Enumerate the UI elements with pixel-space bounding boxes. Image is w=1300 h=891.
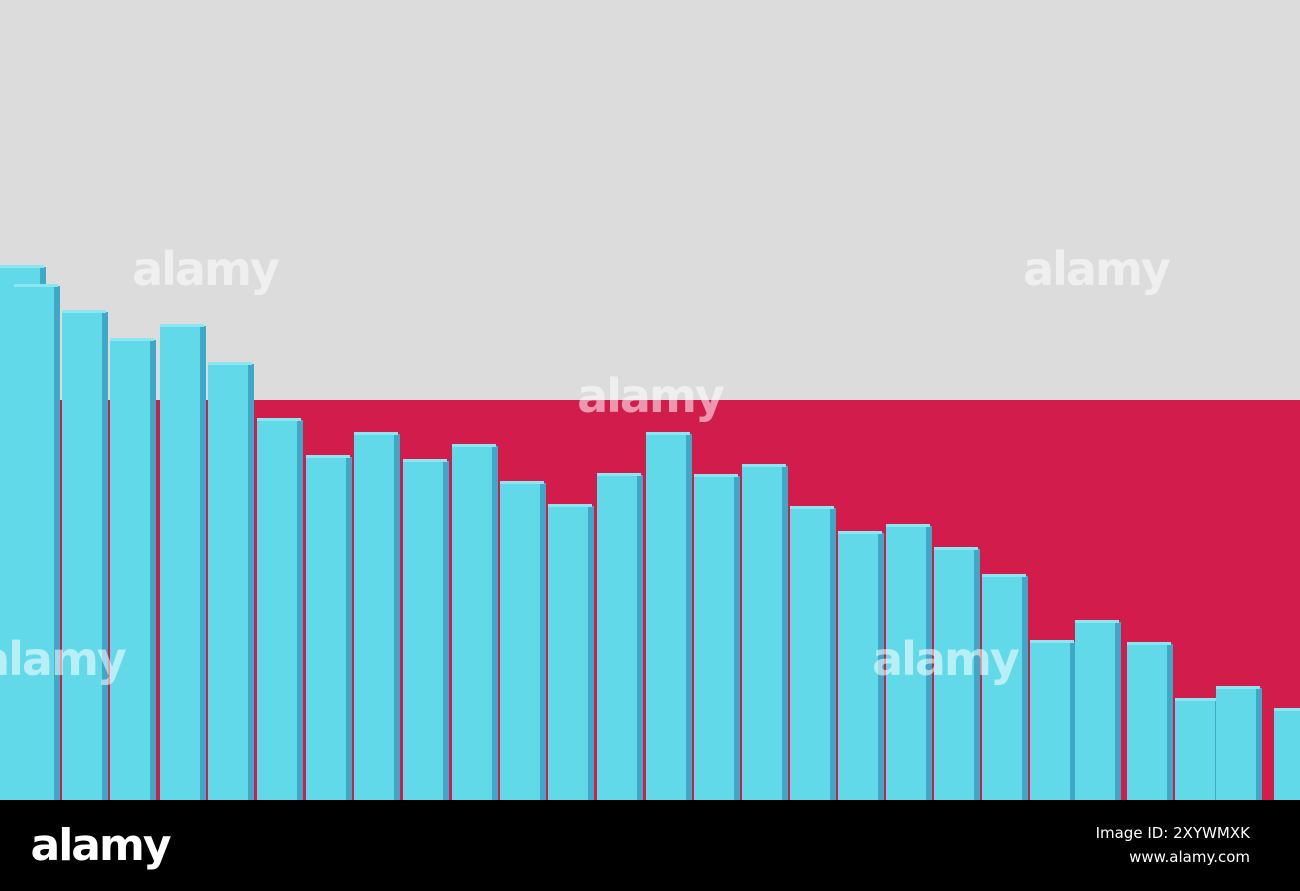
bar-part xyxy=(110,338,154,800)
bar-part xyxy=(1030,640,1074,643)
bar-part xyxy=(637,475,643,800)
bar-part xyxy=(1167,644,1173,800)
bar-part xyxy=(110,338,154,341)
bar-part xyxy=(14,284,58,800)
bar-part xyxy=(200,326,206,800)
bar-part xyxy=(790,506,834,800)
bar-part xyxy=(878,533,884,800)
bar-part xyxy=(306,455,350,458)
bar-part xyxy=(694,474,738,477)
bar-part xyxy=(1175,698,1219,701)
bar-part xyxy=(734,476,740,800)
bar-part xyxy=(0,265,44,268)
bar-part xyxy=(492,446,498,800)
flag-white xyxy=(0,0,1300,400)
bar-part xyxy=(354,432,398,800)
bar-part xyxy=(548,504,592,507)
bar-part xyxy=(1216,686,1260,689)
bar-part xyxy=(306,455,350,800)
bar-part xyxy=(1127,642,1171,645)
bar-part xyxy=(934,547,978,550)
bar-part xyxy=(790,506,834,509)
bar-part xyxy=(403,459,447,462)
bar-part xyxy=(208,362,252,365)
watermark: alamy xyxy=(132,242,280,296)
bar-part xyxy=(248,364,254,800)
watermark: alamy xyxy=(577,369,725,423)
image-id: Image ID: 2XYWMXK xyxy=(1096,824,1252,842)
watermark: alamy xyxy=(872,632,1020,686)
bar-part xyxy=(686,434,692,800)
bar-part xyxy=(597,473,641,476)
bar-part xyxy=(354,432,398,435)
bar-part xyxy=(257,418,301,421)
watermarks: alamy alamy alamy alamy alamy xyxy=(0,242,1173,686)
bar-part xyxy=(1274,708,1300,800)
bar-part xyxy=(62,310,106,313)
bar-part xyxy=(934,547,978,800)
bar-part xyxy=(982,574,1026,577)
bar-part xyxy=(974,549,980,800)
bar-part xyxy=(346,457,352,800)
bar-part xyxy=(646,432,690,435)
bar-part xyxy=(160,324,204,800)
bar-part xyxy=(1075,620,1119,800)
footer-logo: alamy xyxy=(31,820,171,871)
bar-part xyxy=(1216,686,1260,800)
bar-part xyxy=(886,524,930,800)
bar-part xyxy=(1070,642,1076,800)
bar-part xyxy=(742,464,786,467)
bar-part xyxy=(646,432,690,800)
bar-part xyxy=(452,444,496,800)
bar-part xyxy=(160,324,204,327)
bar-part xyxy=(742,464,786,800)
bar-part xyxy=(257,418,301,800)
bar-part xyxy=(62,310,106,800)
bar-part xyxy=(982,574,1026,800)
bar-part xyxy=(14,284,58,287)
bar-part xyxy=(597,473,641,800)
bar-part xyxy=(297,420,303,800)
bar-part xyxy=(452,444,496,447)
bar-part xyxy=(540,483,546,800)
bar-part xyxy=(403,459,447,800)
bar-part xyxy=(394,434,400,800)
bar-part xyxy=(102,312,108,800)
bar-part xyxy=(1274,708,1300,711)
bar-part xyxy=(1030,640,1074,800)
bar-part xyxy=(1022,576,1028,800)
url: www.alamy.com xyxy=(1129,848,1250,866)
bar-part xyxy=(548,504,592,800)
bar-part xyxy=(1175,698,1219,800)
watermark: alamy xyxy=(1023,242,1171,296)
bar-part xyxy=(926,526,932,800)
bar-part xyxy=(838,531,882,800)
bar-part xyxy=(500,481,544,484)
bar-part xyxy=(782,466,788,800)
bar-part xyxy=(1075,620,1119,623)
bar-part xyxy=(588,506,594,800)
bar-part xyxy=(54,286,60,800)
bar-part xyxy=(1127,642,1171,800)
bar-part xyxy=(694,474,738,800)
bar-part xyxy=(443,461,449,800)
bar-part xyxy=(1256,688,1262,800)
footer-bar xyxy=(0,800,1300,891)
bar-part xyxy=(150,340,156,800)
watermark: alamy xyxy=(0,632,127,686)
bar-part xyxy=(500,481,544,800)
bars xyxy=(0,265,1300,800)
bar-part xyxy=(838,531,882,534)
bar-part xyxy=(886,524,930,527)
bar-part xyxy=(208,362,252,800)
bar-part xyxy=(1115,622,1121,800)
bar-part xyxy=(830,508,836,800)
